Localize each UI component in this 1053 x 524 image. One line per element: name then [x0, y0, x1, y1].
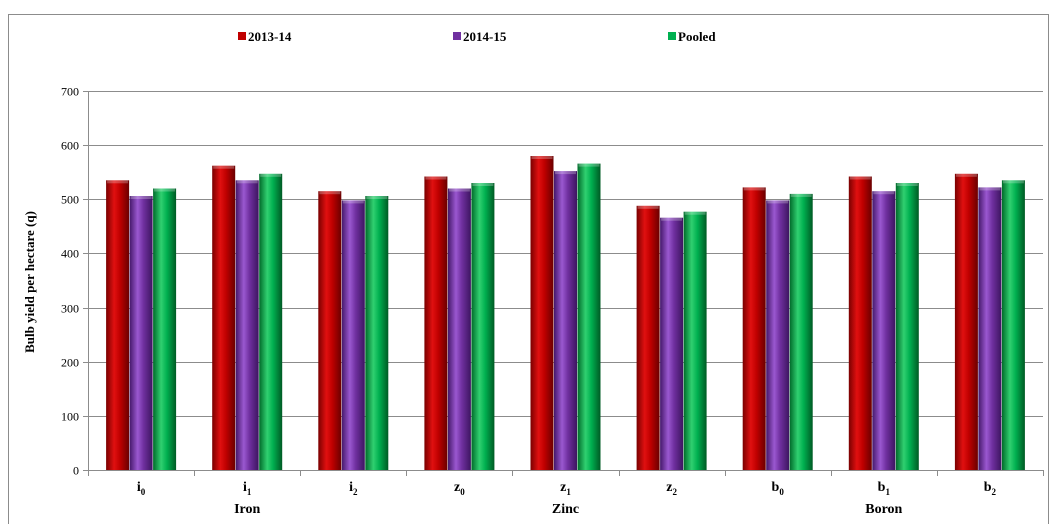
bar-2014-15-z2 — [660, 217, 684, 470]
bar-pooled-b0 — [789, 193, 813, 470]
bar-cap — [130, 196, 152, 199]
bar-cap — [236, 180, 258, 184]
legend-label: Pooled — [678, 29, 716, 44]
bar-2013-14-b0 — [742, 187, 766, 470]
y-tick-label: 0 — [73, 464, 79, 478]
bar-cap — [979, 187, 1001, 191]
bar-cap — [661, 217, 683, 221]
x-axis: i0 i1 i2 z0 z1 z2 b0 b1 b2 Iron Zinc Boron — [88, 470, 1044, 517]
bar-2014-15-i0 — [129, 196, 153, 470]
bar-2013-14-i1 — [212, 165, 236, 470]
bar-cap — [448, 188, 470, 192]
bar-cap — [107, 180, 129, 184]
bar-2013-14-z1 — [530, 156, 554, 470]
x-tick-label: i2 — [349, 480, 358, 497]
bar-cap — [213, 165, 235, 169]
bar-cap — [873, 191, 895, 195]
x-tick-label: b1 — [878, 480, 891, 497]
bar-2014-15-i2 — [341, 200, 365, 470]
bar-pooled-z2 — [683, 211, 707, 470]
bar-2013-14-b1 — [848, 176, 872, 470]
bar-pooled-i1 — [259, 173, 283, 471]
x-tick-label: i1 — [243, 480, 252, 497]
bar-cap — [790, 193, 812, 197]
legend-swatch — [453, 32, 461, 40]
bar-cap — [578, 163, 600, 167]
x-group-label: Zinc — [552, 502, 579, 517]
bar-cap — [1002, 180, 1024, 184]
bar-cap — [342, 200, 364, 204]
x-tick-label: i0 — [137, 480, 146, 497]
bar-2014-15-z1 — [554, 171, 577, 470]
bar-cap — [896, 183, 918, 186]
legend-label: 2014-15 — [463, 29, 507, 44]
bar-cap — [472, 183, 494, 186]
legend: 2013-14 2014-15 Pooled — [238, 29, 716, 44]
bar-2014-15-b1 — [872, 191, 896, 470]
bar-pooled-b1 — [895, 183, 919, 470]
y-tick-label: 400 — [61, 247, 79, 261]
bars — [106, 156, 1025, 471]
bar-cap — [849, 176, 871, 180]
bar-2014-15-b2 — [978, 187, 1002, 470]
y-tick-label: 500 — [61, 193, 79, 207]
x-group-label: Boron — [865, 502, 902, 517]
bar-cap — [955, 173, 977, 177]
bar-cap — [555, 171, 576, 175]
bar-cap — [767, 200, 789, 204]
bar-cap — [743, 187, 765, 191]
bar-cap — [260, 173, 282, 177]
bar-2014-15-z0 — [447, 188, 471, 470]
bar-2013-14-i2 — [318, 191, 342, 470]
bar-cap — [319, 191, 341, 195]
bar-pooled-i2 — [365, 196, 389, 470]
legend-swatch — [238, 32, 246, 40]
bar-2013-14-i0 — [106, 180, 130, 471]
y-tick-label: 200 — [61, 356, 79, 370]
bar-cap — [531, 156, 553, 159]
bar-cap — [425, 176, 447, 180]
bar-pooled-i0 — [153, 188, 177, 470]
bar-cap — [366, 196, 388, 199]
x-tick-label: z0 — [454, 480, 465, 497]
x-tick-label: z2 — [666, 480, 677, 497]
bar-cap — [684, 211, 706, 215]
x-tick-label: z1 — [560, 480, 571, 497]
y-axis: 0 100 200 300 400 500 600 700 — [61, 85, 89, 478]
bar-2013-14-z0 — [424, 176, 448, 470]
y-tick-label: 300 — [61, 302, 79, 316]
bar-pooled-z1 — [577, 163, 601, 470]
bar-2014-15-i1 — [235, 180, 259, 471]
bar-2013-14-z2 — [636, 205, 660, 471]
y-tick-label: 600 — [61, 139, 79, 153]
x-group-label: Iron — [234, 502, 260, 517]
y-axis-label: Bulb yield per hectare (q) — [22, 211, 37, 353]
y-tick-label: 100 — [61, 410, 79, 424]
bar-cap — [637, 205, 659, 209]
legend-swatch — [668, 32, 676, 40]
x-tick-label: b2 — [984, 480, 997, 497]
bar-pooled-b2 — [1001, 180, 1025, 471]
bar-2013-14-b2 — [954, 173, 978, 471]
legend-label: 2013-14 — [248, 29, 292, 44]
bar-cap — [154, 188, 176, 192]
y-tick-label: 700 — [61, 85, 79, 99]
bar-2014-15-b0 — [766, 200, 790, 470]
x-tick-label: b0 — [772, 480, 785, 497]
bar-pooled-z0 — [471, 183, 495, 470]
